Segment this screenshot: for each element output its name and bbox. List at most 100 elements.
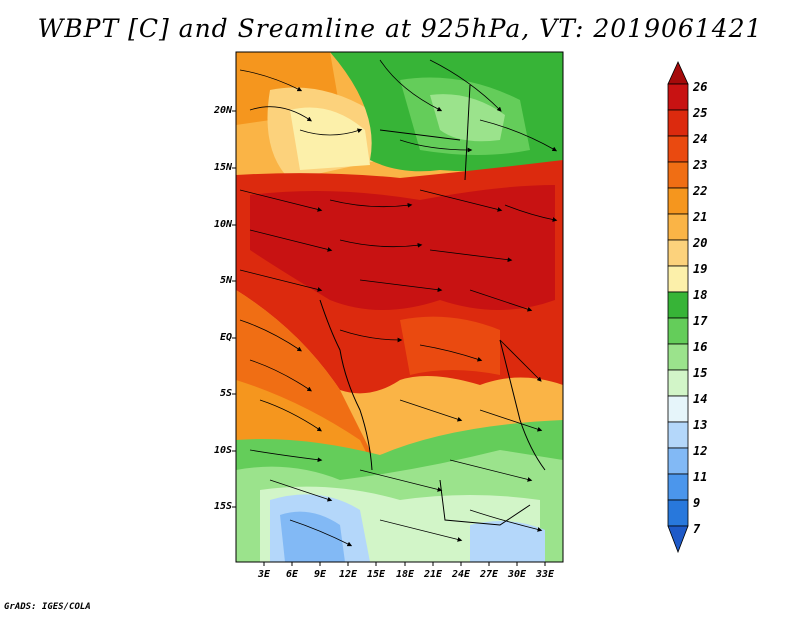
lat-label: 20N [213,105,232,116]
colorbar-label: 21 [693,210,708,224]
colorbar-label: 12 [693,444,708,458]
streamline [429,59,502,112]
map-frame [235,51,564,563]
streamline [479,119,558,152]
colorbar-label: 13 [693,418,708,432]
lat-label: 10N [213,219,232,230]
lon-ticks [263,562,546,566]
colorbar-cell [667,291,689,319]
field-warm-patch [400,316,500,375]
lon-label: 33E [535,569,555,580]
lat-label: 15S [213,501,232,512]
colorbar-label: 24 [693,132,708,146]
colorbar-top-triangle [667,61,689,85]
border-line [379,129,461,141]
lat-label: 5S [219,388,232,399]
streamline [499,339,542,382]
colorbar-label: 14 [693,392,708,406]
colorbar-label: 22 [693,184,708,198]
streamline [249,359,312,392]
field-tan-south [380,387,480,435]
streamline [339,329,403,343]
lon-label: 15E [366,569,386,580]
streamline [359,279,443,293]
field-blue-southeast [470,521,545,562]
lat-label: 5N [219,275,232,286]
colorbar-cell [667,187,689,215]
colorbar-cell [667,499,689,527]
colorbar-cell [667,83,689,111]
lon-label: 27E [479,569,499,580]
streamline [249,106,312,122]
colorbar-cell [667,109,689,137]
colorbar-cell [667,421,689,449]
streamline [299,128,363,136]
colorbar-label: 16 [693,340,708,354]
colorbar-label: 11 [693,470,708,484]
streamline [399,399,463,422]
colorbar-label: 26 [693,80,708,94]
streamline [289,519,353,547]
colorbar-label: 19 [693,262,708,276]
streamline [469,289,533,312]
lat-label: 10S [213,445,232,456]
streamline [239,319,302,352]
colorbar-cell [667,135,689,163]
lon-label: 24E [451,569,471,580]
streamline [239,69,303,92]
lon-label: 18E [395,569,415,580]
lon-label: 3E [257,569,271,580]
lat-ticks [232,110,236,508]
streamline [249,229,333,252]
colorbar-cell [667,447,689,475]
border-line [439,479,531,526]
lon-label: 21E [423,569,443,580]
colorbar-label: 7 [693,522,701,536]
colorbar-cell [667,473,689,501]
colorbar-cells [667,83,689,527]
colorbar-cell [667,213,689,241]
colorbar-cell [667,395,689,423]
grads-credit: GrADS: IGES/COLA [4,602,91,612]
lat-label: EQ [219,332,232,343]
colorbar-cell [667,161,689,189]
streamline [449,459,533,482]
west-coastline [319,299,373,471]
lon-label: 30E [507,569,527,580]
wbpt-field [236,52,563,562]
colorbar-cell [667,343,689,371]
colorbar-label: 15 [693,366,708,380]
colorbar-label: 9 [693,496,701,510]
streamline [379,59,443,112]
colorbar-label: 23 [693,158,708,172]
colorbar-label: 17 [693,314,708,328]
streamline [419,189,503,212]
streamline [419,344,483,362]
east-lake-shore [499,339,546,471]
streamline [399,139,473,153]
streamline [249,449,323,463]
streamline [339,239,423,248]
streamline [239,189,323,212]
colorbar-bottom-triangle [667,525,689,554]
streamline [359,469,443,492]
colorbar-label: 20 [693,236,708,250]
streamline [429,249,513,263]
streamline [239,269,323,292]
map-title: WBPT [C] and Sreamline at 925hPa, VT: 20… [37,14,763,43]
colorbar-cell [667,317,689,345]
streamline [269,479,333,502]
streamline [479,409,543,432]
lat-label: 15N [213,162,232,173]
colorbar-label: 18 [693,288,708,302]
streamline [469,509,543,532]
lon-label: 6E [285,569,299,580]
lon-label: 12E [338,569,358,580]
colorbar-cell [667,369,689,397]
streamline [379,519,463,542]
colorbar-cell [667,265,689,293]
colorbar-cell [667,239,689,267]
colorbar [667,61,689,554]
streamline [504,204,558,222]
field-cream-north [290,107,370,170]
